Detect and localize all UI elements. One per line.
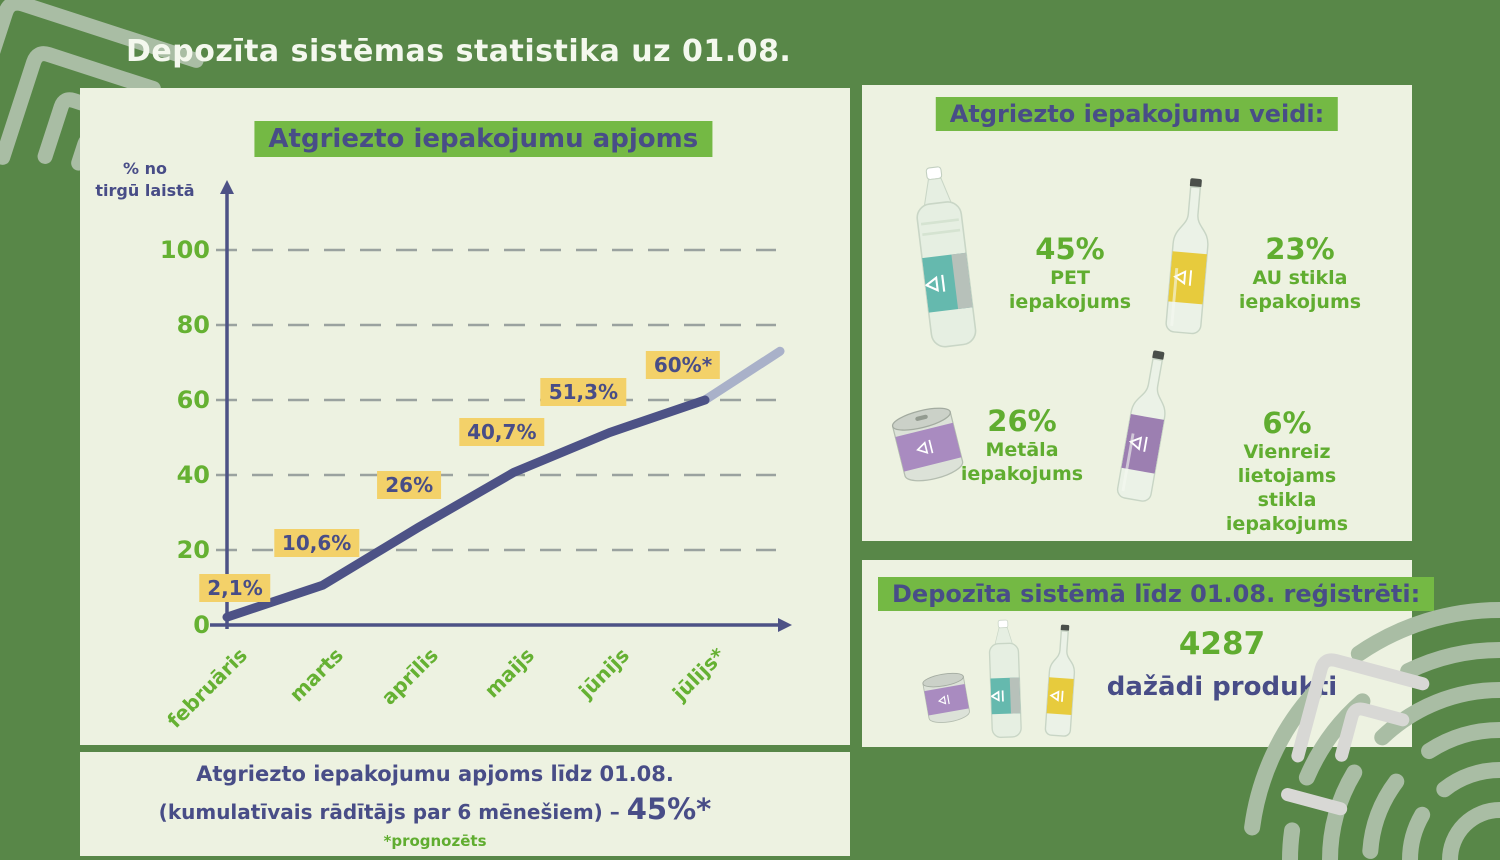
summary-line1: Atgriezto iepakojumu apjoms līdz 01.08. <box>196 762 674 786</box>
y-tick-label: 60 <box>176 386 210 414</box>
type-item-singleuse: 6% Vienreiz lietojams stikla iepakojums <box>1225 405 1350 536</box>
type-item-glass: 23% AU stikla iepakojums <box>1239 231 1361 315</box>
page-title: Depozīta sistēmas statistika uz 01.08. <box>126 34 792 69</box>
value-badge: 40,7% <box>459 418 545 447</box>
y-tick-label: 20 <box>176 536 210 564</box>
metal-percent: 26% <box>987 404 1057 438</box>
chart-title: Atgriezto iepakojumu apjoms <box>254 121 713 157</box>
forecast-segment <box>700 346 785 405</box>
metal-label: Metāla iepakojums <box>960 439 1084 485</box>
chart-panel: Atgriezto iepakojumu apjoms % no tirgū l… <box>80 88 850 745</box>
registered-pet-bottle-image <box>972 617 1038 745</box>
summary-panel: Atgriezto iepakojumu apjoms līdz 01.08. … <box>80 752 850 856</box>
y-tick-label: 80 <box>176 311 210 339</box>
glass-percent: 23% <box>1265 232 1335 266</box>
glass-bottle-purple-image <box>1100 345 1190 517</box>
value-badge: 10,6% <box>273 529 360 558</box>
line-chart <box>210 180 792 632</box>
types-panel-title: Atgriezto iepakojumu veidi: <box>935 97 1339 131</box>
y-tick-label: 100 <box>159 236 210 264</box>
summary-footnote: *prognozēts <box>383 832 487 850</box>
metal-can-image <box>881 399 977 500</box>
value-badge: 26% <box>377 470 442 499</box>
y-tick-label: 40 <box>176 461 210 489</box>
singleuse-percent: 6% <box>1262 406 1312 440</box>
summary-line2: (kumulatīvais rādītājs par 6 mēnešiem) –… <box>95 792 775 826</box>
data-line <box>222 395 710 622</box>
registered-panel: Depozīta sistēmā līdz 01.08. reģistrēti: <box>862 560 1435 748</box>
y-axis-arrow <box>220 180 234 194</box>
type-item-pet: 45% PET iepakojums <box>1009 231 1131 315</box>
glass-label: AU stikla iepakojums <box>1238 267 1362 313</box>
registered-glass-bottle-image <box>1034 623 1088 748</box>
glass-bottle-yellow-image <box>1153 175 1226 348</box>
summary-value: 45%* <box>626 792 712 826</box>
registered-count: 4287 <box>1178 626 1266 662</box>
y-tick-label: 0 <box>193 611 210 639</box>
type-item-metal: 26% Metāla iepakojums <box>961 403 1083 487</box>
singleuse-label: Vienreiz lietojams stikla iepakojums <box>1225 441 1349 535</box>
registered-count-label: dažādi produkti <box>1106 672 1338 702</box>
summary-line2-text: (kumulatīvais rādītājs par 6 mēnešiem) – <box>158 800 627 824</box>
pet-label: PET iepakojums <box>1008 267 1132 313</box>
x-axis-arrow <box>778 618 792 632</box>
registered-panel-title: Depozīta sistēmā līdz 01.08. reģistrēti: <box>878 577 1435 611</box>
registered-can-image <box>915 668 979 736</box>
registered-stats: 4287 dažādi produkti <box>1107 626 1337 702</box>
value-badge: 51,3% <box>540 377 627 406</box>
y-axis-label: % no tirgū laistā <box>95 159 195 200</box>
pet-bottle-image <box>886 158 1004 360</box>
pet-percent: 45% <box>1035 232 1105 266</box>
types-panel: Atgriezto iepakojumu veidi: 45% <box>862 85 1412 541</box>
value-badge: 60%* <box>645 351 721 379</box>
value-badge: 2,1% <box>199 574 271 603</box>
